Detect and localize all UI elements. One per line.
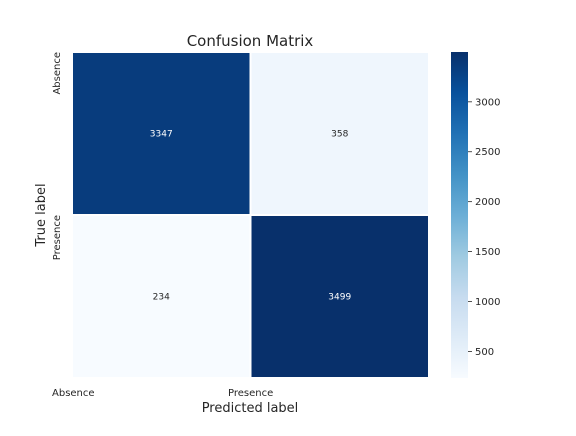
colorbar-tick-label: 1500 xyxy=(475,247,500,258)
colorbar-ticks: 500 1000 1500 2000 2500 3000 xyxy=(468,97,500,358)
heatmap-cell-value-r0-c0: 3347 xyxy=(150,130,173,140)
y-tick-label-absence: Absence xyxy=(52,52,63,95)
chart-title: Confusion Matrix xyxy=(187,32,314,50)
x-tick-label-presence: Presence xyxy=(228,388,273,399)
colorbar-tick-label: 2000 xyxy=(475,197,500,208)
heatmap-cell-value-r1-c1: 3499 xyxy=(328,293,351,303)
x-tick-labels: Absence Presence xyxy=(52,388,273,399)
y-tick-label-presence: Presence xyxy=(52,215,63,260)
heatmap-cell-r1-c0 xyxy=(71,214,252,379)
y-tick-labels: Absence Presence xyxy=(52,52,63,260)
heatmap-cell-value-r0-c1: 358 xyxy=(331,130,348,140)
x-axis-label: Predicted label xyxy=(202,401,299,416)
heatmap-cell-r1-c1 xyxy=(249,214,430,379)
heatmap-cell-r0-c0 xyxy=(71,51,252,216)
colorbar-tick-label: 500 xyxy=(475,347,494,358)
colorbar-tick-label: 2500 xyxy=(475,147,500,158)
heatmap-cell-value-r1-c0: 234 xyxy=(153,293,170,303)
colorbar-tick-label: 3000 xyxy=(475,97,500,108)
heatmap-cell-values: 3347 358 234 3499 xyxy=(150,130,352,303)
heatmap-cells xyxy=(71,51,430,379)
x-tick-label-absence: Absence xyxy=(52,388,95,399)
heatmap-cell-r0-c1 xyxy=(249,51,430,216)
colorbar xyxy=(451,52,468,378)
y-axis-label: True label xyxy=(34,183,49,247)
colorbar-tick-label: 1000 xyxy=(475,297,500,308)
